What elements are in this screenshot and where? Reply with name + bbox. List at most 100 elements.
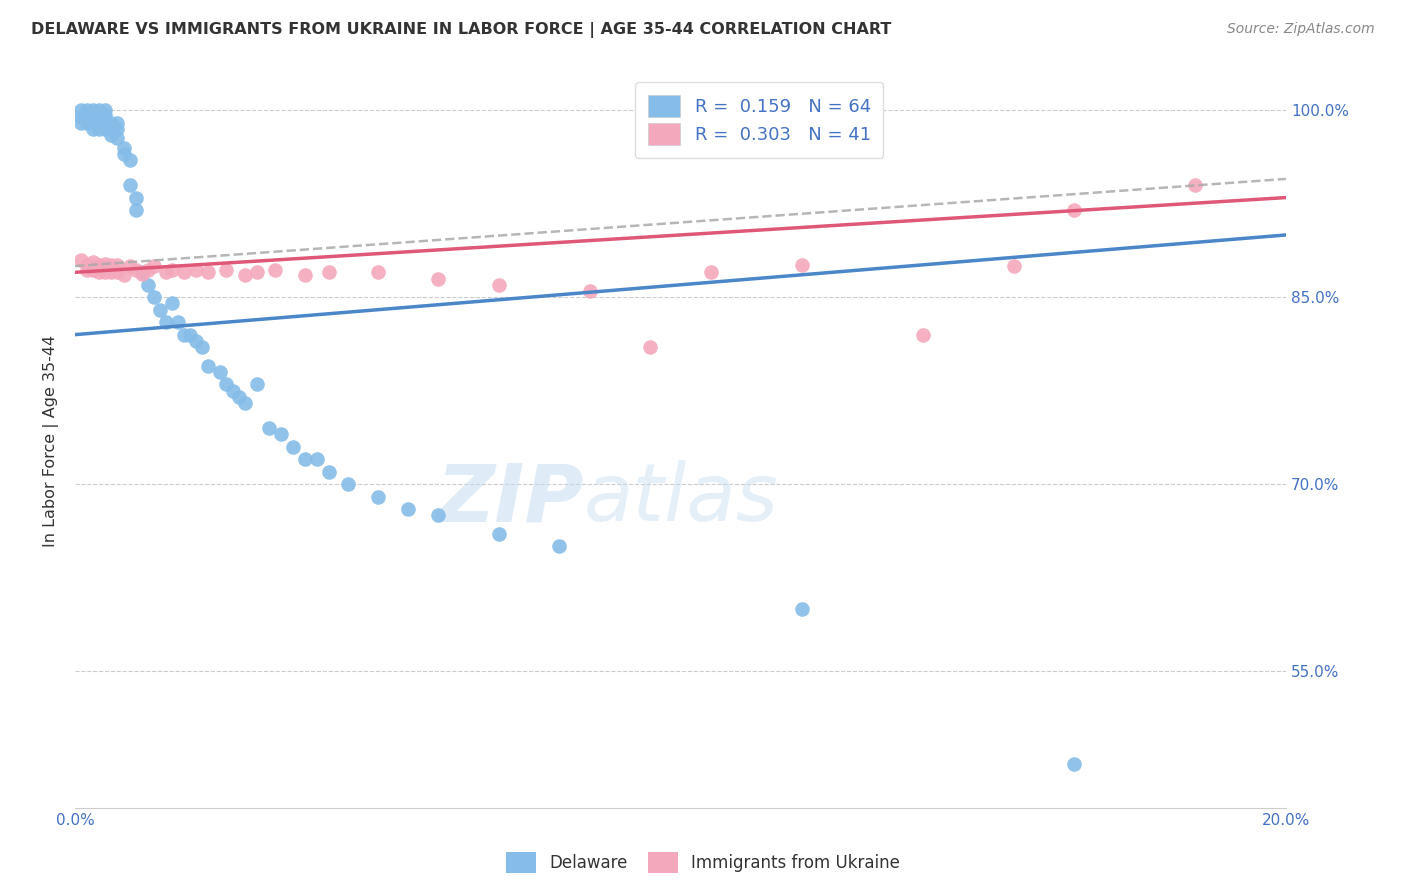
Point [70,110,93,124]
Point [246,265,269,279]
Point [82,112,104,126]
Point [76,106,98,120]
Point [488,527,510,541]
Point [638,340,661,354]
Point [100,265,122,279]
Point [191,340,214,354]
Text: atlas: atlas [583,460,779,539]
Point [82,103,104,118]
Point [427,271,450,285]
Point [112,147,135,161]
Point [1063,202,1085,217]
Point [142,290,165,304]
Point [790,258,813,272]
Point [233,396,256,410]
Point [179,327,201,342]
Point [70,252,93,267]
Point [89,111,111,125]
Point [1184,178,1206,193]
Point [246,377,269,392]
Point [307,452,329,467]
Point [221,384,243,398]
Point [82,255,104,269]
Point [94,103,117,118]
Point [186,334,208,348]
Text: ZIP: ZIP [436,460,583,539]
Point [488,277,510,292]
Point [82,263,104,277]
Point [294,268,316,282]
Point [136,263,159,277]
Point [107,258,129,272]
Point [107,130,129,145]
Point [1002,259,1025,273]
Point [209,365,232,379]
Point [136,277,159,292]
Point [318,465,340,479]
Point [112,141,135,155]
Point [186,263,208,277]
Point [160,296,183,310]
Text: Source: ZipAtlas.com: Source: ZipAtlas.com [1227,22,1375,37]
Point [294,452,316,467]
Text: DELAWARE VS IMMIGRANTS FROM UKRAINE IN LABOR FORCE | AGE 35-44 CORRELATION CHART: DELAWARE VS IMMIGRANTS FROM UKRAINE IN L… [31,22,891,38]
Point [82,122,104,136]
Point [76,116,98,130]
Y-axis label: In Labor Force | Age 35-44: In Labor Force | Age 35-44 [44,334,59,547]
Point [197,359,219,373]
Point [149,302,172,317]
Point [107,265,129,279]
Point [367,265,389,279]
Point [155,315,177,329]
Point [173,265,195,279]
Point [76,110,98,124]
Point [76,263,98,277]
Point [100,116,122,130]
Point [89,122,111,136]
Point [131,265,153,279]
Point [94,257,117,271]
Point [70,103,93,118]
Point [367,490,389,504]
Point [94,113,117,128]
Point [118,153,141,168]
Point [89,258,111,272]
Point [100,128,122,143]
Point [215,377,238,392]
Point [100,258,122,272]
Point [396,502,419,516]
Point [1063,757,1085,772]
Point [82,106,104,120]
Point [281,440,304,454]
Point [76,103,98,118]
Point [124,202,146,217]
Point [257,421,280,435]
Point [70,116,93,130]
Point [160,263,183,277]
Point [112,268,135,282]
Point [336,477,359,491]
Point [173,327,195,342]
Point [107,122,129,136]
Point [270,427,292,442]
Point [89,265,111,279]
Point [131,267,153,281]
Point [167,315,190,329]
Point [124,263,146,277]
Point [215,263,238,277]
Point [700,265,723,279]
Point [578,284,600,298]
Point [94,108,117,122]
Point [427,508,450,523]
Point [142,259,165,273]
Point [155,265,177,279]
Point [107,116,129,130]
Point [89,106,111,120]
Point [89,103,111,118]
Point [233,268,256,282]
Point [911,327,934,342]
Point [790,601,813,615]
Point [118,178,141,193]
Legend: Delaware, Immigrants from Ukraine: Delaware, Immigrants from Ukraine [499,846,907,880]
Point [118,259,141,273]
